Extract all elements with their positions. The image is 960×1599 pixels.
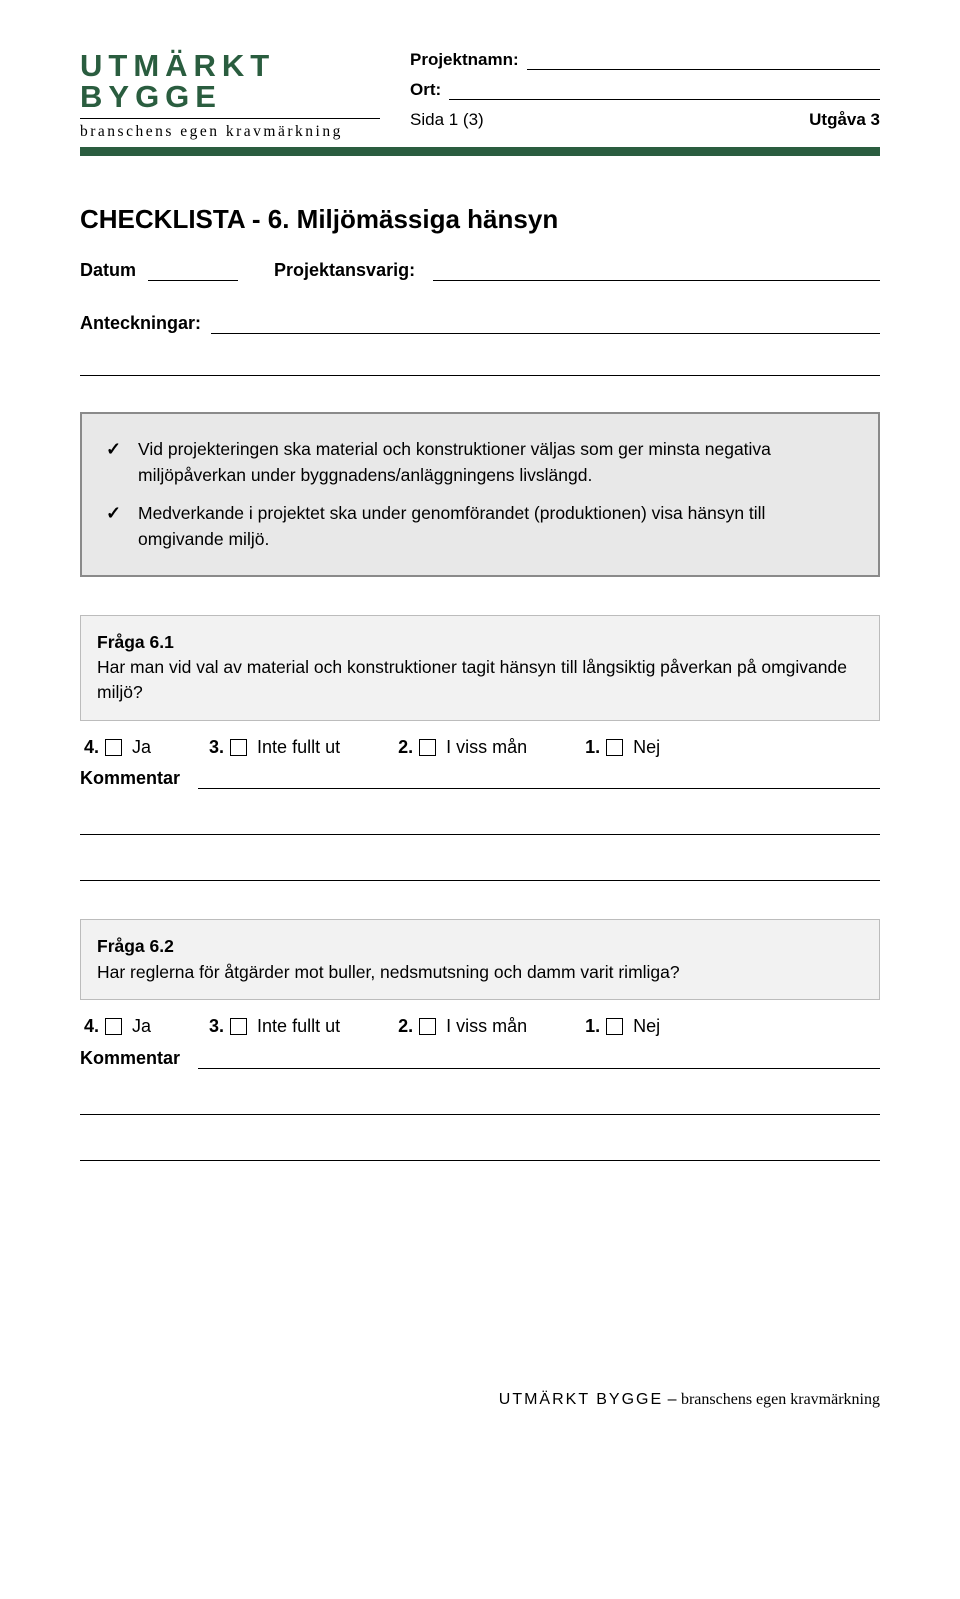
criteria-text: Vid projekteringen ska material och kons… <box>138 436 854 489</box>
options-row: 4.Ja 3.Inte fullt ut 2.I viss mån 1.Nej <box>80 737 880 758</box>
kommentar-row: Kommentar <box>80 1047 880 1069</box>
question-text: Har man vid val av material och konstruk… <box>97 657 847 702</box>
logo: UTMÄRKT BYGGE branschens egen kravmärkni… <box>80 50 380 141</box>
question-id: Fråga 6.1 <box>97 632 174 652</box>
kommentar-row: Kommentar <box>80 768 880 790</box>
checkbox[interactable] <box>230 1018 247 1035</box>
criteria-item: ✓ Vid projekteringen ska material och ko… <box>106 436 854 489</box>
checkbox[interactable] <box>606 739 623 756</box>
options-row: 4.Ja 3.Inte fullt ut 2.I viss mån 1.Nej <box>80 1016 880 1037</box>
edition: Utgåva 3 <box>809 110 880 130</box>
option-3[interactable]: 3.Inte fullt ut <box>209 737 340 758</box>
kommentar-input-line-2[interactable] <box>80 1089 880 1115</box>
anteckningar-input-line-2[interactable] <box>80 350 880 376</box>
option-4[interactable]: 4.Ja <box>84 737 151 758</box>
ort-label: Ort: <box>410 80 441 100</box>
ort-input-line[interactable] <box>449 81 880 100</box>
kommentar-input-line-1[interactable] <box>198 1047 880 1069</box>
checkbox[interactable] <box>606 1018 623 1035</box>
projektansvarig-input-line[interactable] <box>433 259 880 281</box>
checkbox[interactable] <box>105 1018 122 1035</box>
notes-row: Anteckningar: <box>80 313 880 334</box>
option-1[interactable]: 1.Nej <box>585 737 660 758</box>
option-label: Nej <box>633 1016 660 1037</box>
projektansvarig-label: Projektansvarig: <box>274 260 415 281</box>
option-label: Nej <box>633 737 660 758</box>
kommentar-input-line-1[interactable] <box>198 768 880 790</box>
option-label: I viss mån <box>446 737 527 758</box>
checkbox[interactable] <box>230 739 247 756</box>
check-icon: ✓ <box>106 436 138 489</box>
option-2[interactable]: 2.I viss mån <box>398 1016 527 1037</box>
kommentar-input-line-3[interactable] <box>80 855 880 881</box>
kommentar-label: Kommentar <box>80 768 180 789</box>
criteria-box: ✓ Vid projekteringen ska material och ko… <box>80 412 880 577</box>
option-label: Inte fullt ut <box>257 737 340 758</box>
datum-label: Datum <box>80 260 136 281</box>
footer-brand: UTMÄRKT BYGGE <box>499 1391 663 1408</box>
criteria-text: Medverkande i projektet ska under genomf… <box>138 500 854 553</box>
footer-tag: branschens egen kravmärkning <box>681 1391 880 1408</box>
question-box: Fråga 6.1 Har man vid val av material oc… <box>80 615 880 721</box>
checkbox[interactable] <box>419 739 436 756</box>
project-name-label: Projektnamn: <box>410 50 519 70</box>
anteckningar-input-line-1[interactable] <box>211 314 880 333</box>
option-2[interactable]: 2.I viss mån <box>398 737 527 758</box>
header-green-bar <box>80 147 880 156</box>
kommentar-label: Kommentar <box>80 1048 180 1069</box>
option-1[interactable]: 1.Nej <box>585 1016 660 1037</box>
page-footer: UTMÄRKT BYGGE – branschens egen kravmärk… <box>80 1391 880 1409</box>
option-label: Ja <box>132 1016 151 1037</box>
header-fields: Projektnamn: Ort: Sida 1 (3) Utgåva 3 <box>410 50 880 130</box>
logo-rule <box>80 118 380 119</box>
option-label: Ja <box>132 737 151 758</box>
kommentar-input-line-3[interactable] <box>80 1135 880 1161</box>
checkbox[interactable] <box>105 739 122 756</box>
option-4[interactable]: 4.Ja <box>84 1016 151 1037</box>
logo-title: UTMÄRKT BYGGE <box>80 50 380 112</box>
criteria-item: ✓ Medverkande i projektet ska under geno… <box>106 500 854 553</box>
logo-subtitle: branschens egen kravmärkning <box>80 123 380 141</box>
kommentar-input-line-2[interactable] <box>80 809 880 835</box>
question-box: Fråga 6.2 Har reglerna för åtgärder mot … <box>80 919 880 1000</box>
question-text: Har reglerna för åtgärder mot buller, ne… <box>97 962 680 982</box>
option-label: I viss mån <box>446 1016 527 1037</box>
anteckningar-label: Anteckningar: <box>80 313 201 334</box>
page-header: UTMÄRKT BYGGE branschens egen kravmärkni… <box>80 50 880 141</box>
meta-row: Datum Projektansvarig: <box>80 259 880 281</box>
option-label: Inte fullt ut <box>257 1016 340 1037</box>
checklist-title: CHECKLISTA - 6. Miljömässiga hänsyn <box>80 204 880 235</box>
datum-input-line[interactable] <box>148 259 238 281</box>
page-number: Sida 1 (3) <box>410 110 484 130</box>
project-name-input-line[interactable] <box>527 51 880 70</box>
checkbox[interactable] <box>419 1018 436 1035</box>
check-icon: ✓ <box>106 500 138 553</box>
option-3[interactable]: 3.Inte fullt ut <box>209 1016 340 1037</box>
footer-sep: – <box>663 1391 681 1408</box>
question-id: Fråga 6.2 <box>97 936 174 956</box>
